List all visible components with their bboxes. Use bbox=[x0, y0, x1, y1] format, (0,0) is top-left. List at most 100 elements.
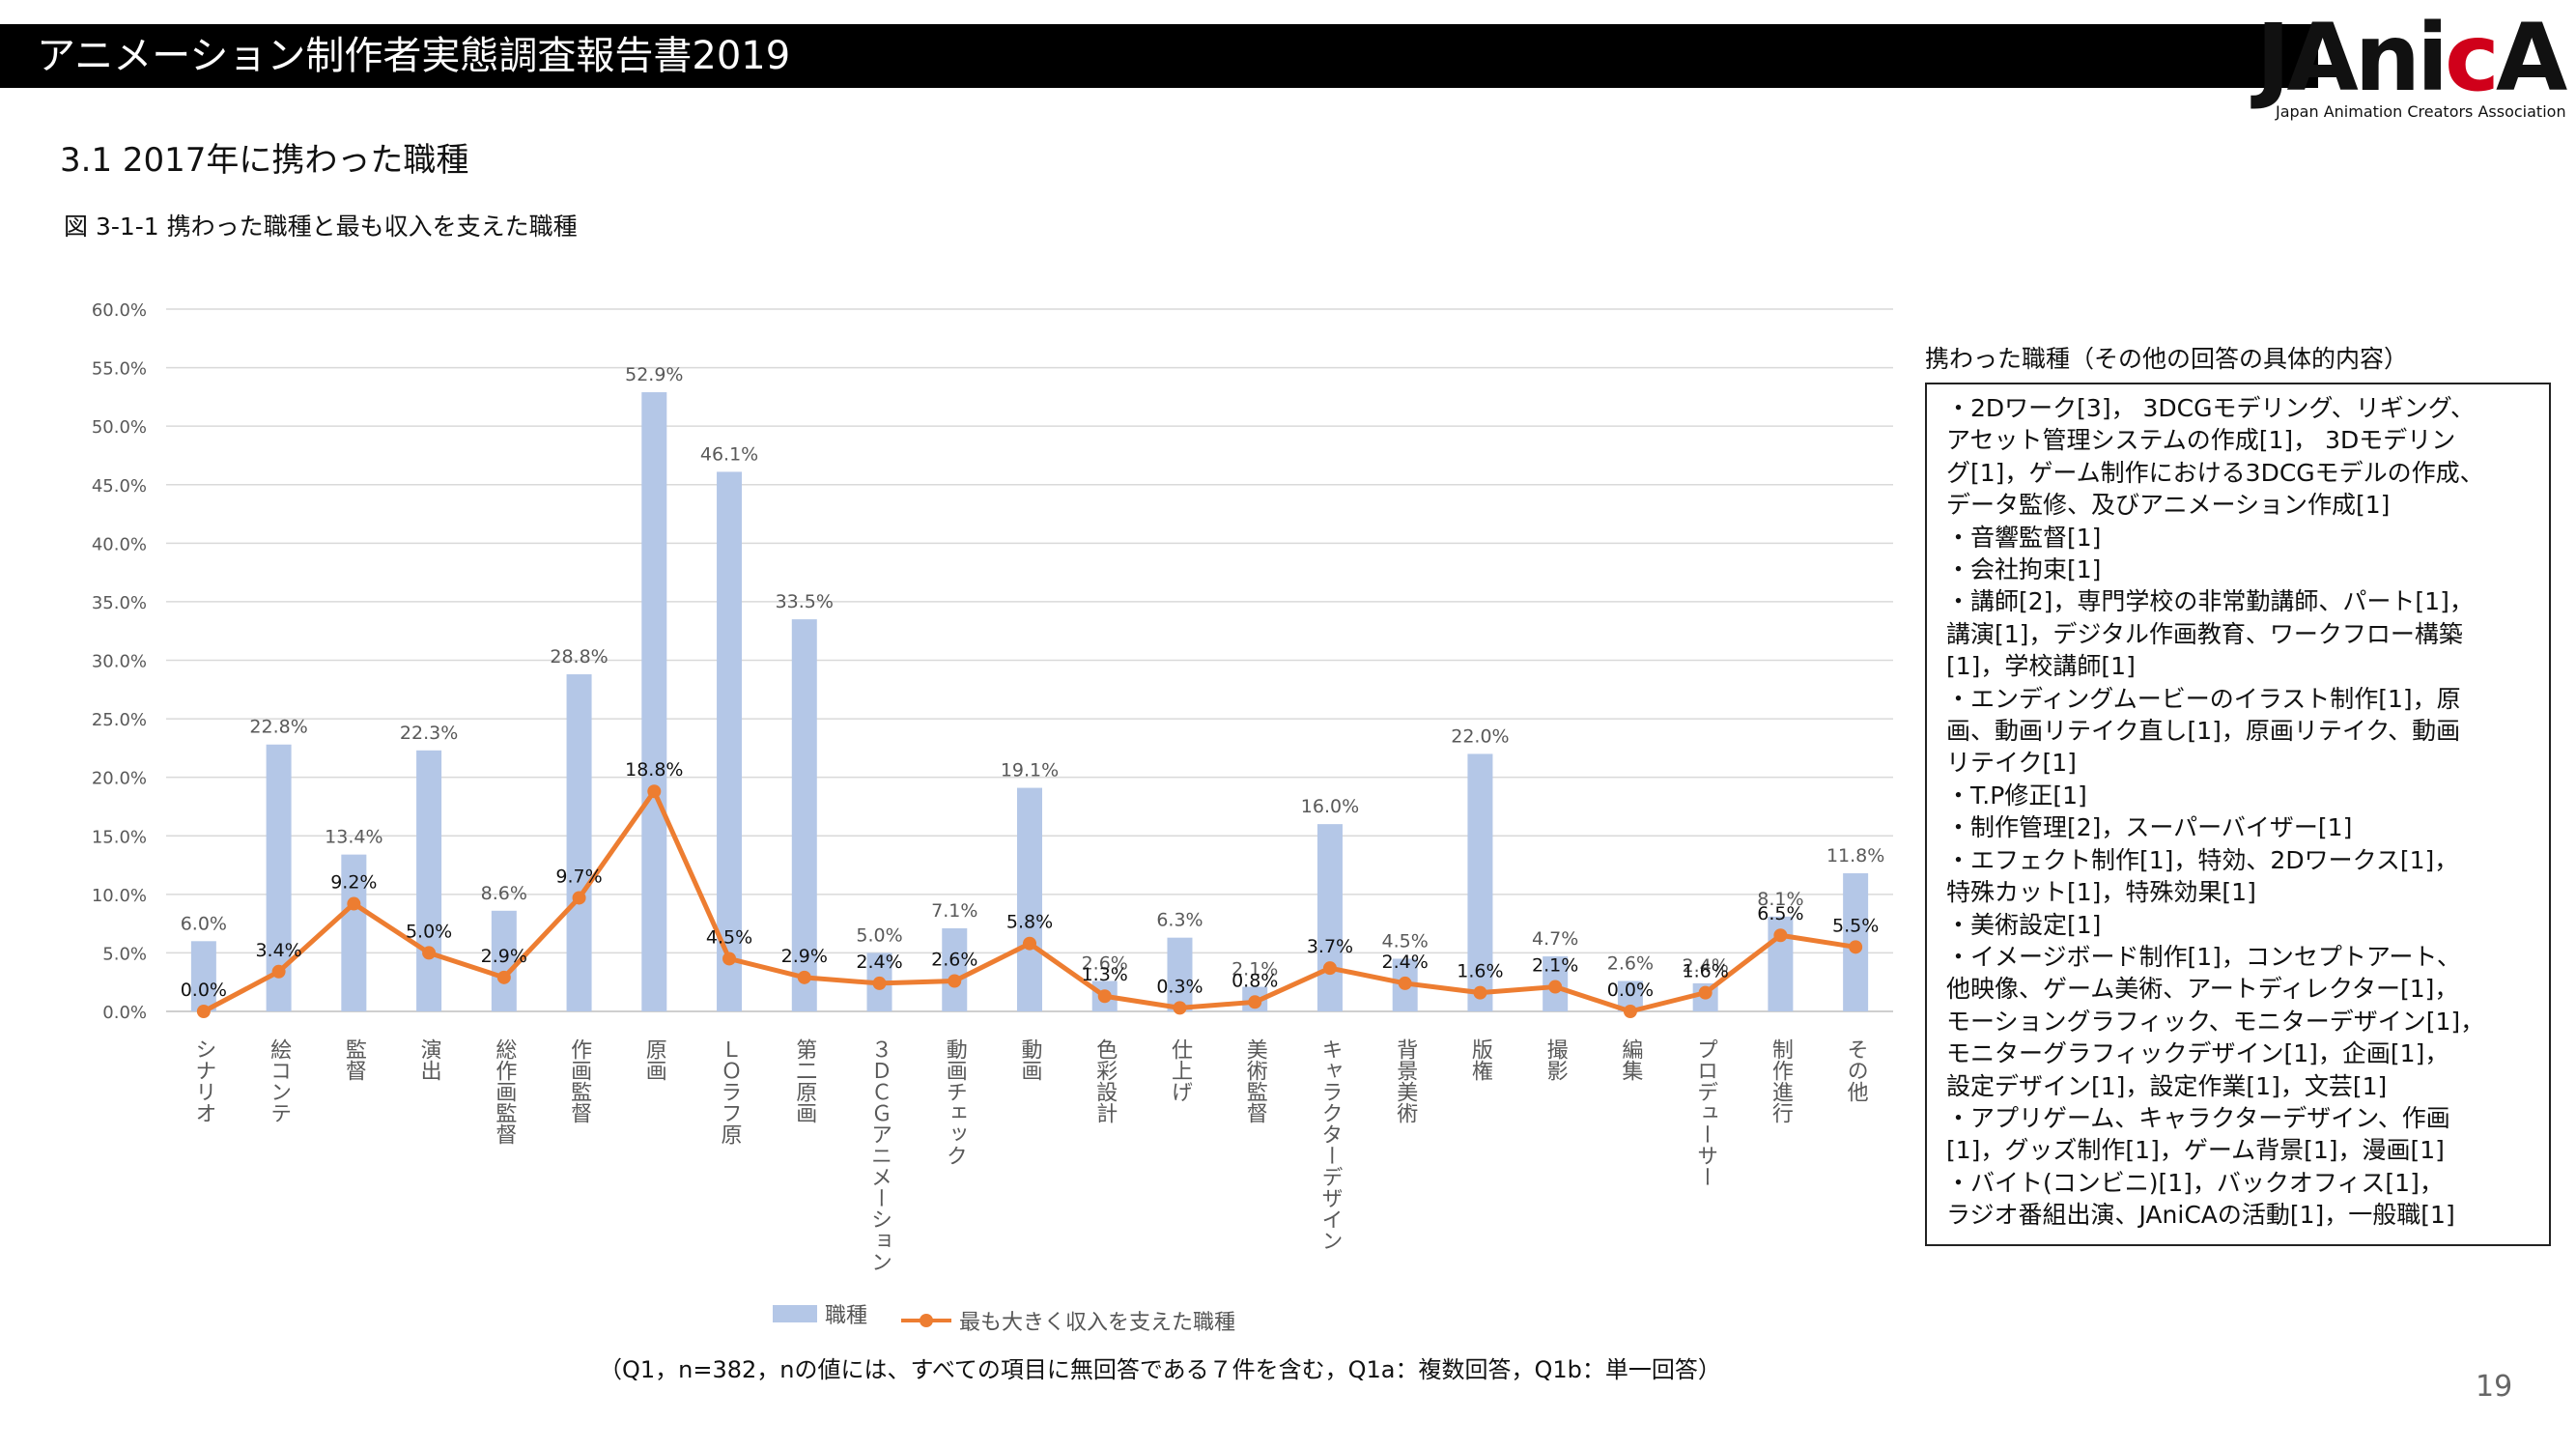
bar bbox=[566, 674, 592, 1011]
bar-data-label: 33.5% bbox=[776, 591, 834, 612]
line-data-label: 2.1% bbox=[1532, 955, 1578, 977]
side-panel-line: ・音響監督[1] bbox=[1946, 523, 2102, 552]
combo-chart: 0.0% 5.0% 10.0% 15.0% 20.0% 25.0% 30.0% 35.0% 40… bbox=[92, 300, 1893, 1272]
line-point bbox=[347, 896, 361, 911]
x-tick-label: 原画 bbox=[642, 1038, 667, 1081]
bar-data-label: 8.1% bbox=[1757, 889, 1803, 910]
line-series bbox=[196, 784, 1863, 1018]
bar-data-label: 52.9% bbox=[625, 364, 683, 385]
logo-subtitle: Japan Animation Creators Association bbox=[2276, 102, 2566, 121]
line-data-label: 18.8% bbox=[625, 759, 683, 781]
bar-data-label: 46.1% bbox=[700, 443, 758, 465]
x-tick-label: 作画監督 bbox=[567, 1038, 592, 1123]
header-bar bbox=[0, 24, 2318, 88]
side-panel-line: ・会社拘束[1] bbox=[1946, 555, 2102, 584]
bar bbox=[491, 910, 517, 1011]
side-panel-line: モニターグラフィックデザイン[1]，企画[1]， bbox=[1946, 1039, 2449, 1068]
line-data-label: 2.4% bbox=[1382, 952, 1429, 973]
y-tick-label: 50.0% bbox=[92, 417, 147, 438]
y-tick-label: 35.0% bbox=[92, 593, 147, 613]
y-axis-ticks: 0.0% 5.0% 10.0% 15.0% 20.0% 25.0% 30.0% 35.0% 40… bbox=[92, 300, 147, 1023]
bar-data-label: 22.0% bbox=[1451, 725, 1509, 747]
line-point bbox=[496, 970, 511, 984]
side-panel-line: アセット管理システムの作成[1]， 3Dモデリン bbox=[1946, 426, 2456, 455]
y-tick-label: 20.0% bbox=[92, 769, 147, 789]
bar-data-label: 19.1% bbox=[1001, 760, 1059, 781]
x-tick-label: 美術監督 bbox=[1243, 1038, 1268, 1123]
bar bbox=[942, 927, 968, 1011]
x-tick-label: 撮影 bbox=[1543, 1038, 1569, 1081]
x-tick-label: 背景美術 bbox=[1393, 1038, 1418, 1123]
line-point bbox=[1097, 989, 1112, 1004]
bar bbox=[1017, 787, 1042, 1011]
y-tick-label: 40.0% bbox=[92, 534, 147, 554]
x-tick-label: 動画 bbox=[1018, 1038, 1043, 1081]
x-tick-label: 版権 bbox=[1468, 1038, 1493, 1081]
y-tick-label: 0.0% bbox=[102, 1003, 147, 1023]
line-point bbox=[1398, 976, 1412, 990]
line-data-label: 4.5% bbox=[706, 926, 752, 948]
line-data-label: 1.6% bbox=[1457, 961, 1503, 982]
bar-data-label: 4.5% bbox=[1382, 930, 1429, 952]
data-labels: 6.0% 22.8% 13.4% 22.3% 8.6% 28.8% 52.9% 46.1% 33… bbox=[181, 364, 1885, 1001]
bar bbox=[791, 619, 817, 1011]
x-tick-label: プロデューサー bbox=[1693, 1038, 1717, 1187]
y-tick-label: 15.0% bbox=[92, 827, 147, 847]
line-point bbox=[948, 974, 962, 988]
side-panel-line: データ監修、及びアニメーション作成[1] bbox=[1946, 491, 2391, 520]
line-data-label: 1.6% bbox=[1683, 961, 1729, 982]
side-panel-line: ・美術設定[1] bbox=[1946, 910, 2102, 939]
bar-data-label: 2.1% bbox=[1231, 959, 1278, 980]
bar-data-label: 8.6% bbox=[481, 883, 527, 904]
side-panel-line: 画、動画リテイク直し[1]，原画リテイク、動画 bbox=[1946, 717, 2461, 746]
x-tick-label: ３ＤＣＧアニメーション bbox=[867, 1038, 892, 1272]
side-panel-line: ・エフェクト制作[1]，特効、2Dワークス[1]， bbox=[1946, 845, 2459, 874]
side-panel-line: ・講師[2]，専門学校の非常勤講師、パート[1]， bbox=[1946, 587, 2474, 616]
bar-data-label: 22.8% bbox=[249, 717, 307, 738]
x-tick-label: その他 bbox=[1844, 1038, 1869, 1102]
legend-label-line: 最も大きく収入を支えた職種 bbox=[959, 1311, 1236, 1335]
line-point bbox=[572, 891, 586, 905]
line-data-label: 6.5% bbox=[1757, 903, 1803, 924]
side-panel-line: ・イメージボード制作[1]，コンセプトアート、 bbox=[1946, 942, 2461, 971]
bar bbox=[641, 392, 667, 1011]
y-tick-label: 30.0% bbox=[92, 652, 147, 672]
legend-swatch-line bbox=[901, 1314, 952, 1327]
page-number: 19 bbox=[2476, 1370, 2513, 1404]
line-point bbox=[1173, 1001, 1187, 1015]
janica-logo: JAnicA Japan Animation Creators Associat… bbox=[2250, 0, 2569, 126]
bar-data-label: 16.0% bbox=[1301, 796, 1359, 817]
line-point bbox=[797, 970, 811, 984]
side-panel-line: ・アプリゲーム、キャラクターデザイン、作画 bbox=[1946, 1103, 2450, 1132]
bar-data-label: 6.3% bbox=[1156, 910, 1203, 931]
logo-mark: JAnicA bbox=[2255, 4, 2567, 112]
x-tick-label: 演出 bbox=[417, 1038, 442, 1081]
side-panel-line: ・T.P修正[1] bbox=[1946, 781, 2087, 810]
line-data-label: 5.0% bbox=[406, 921, 452, 942]
line-data-label: 0.3% bbox=[1156, 976, 1203, 997]
section-title: 3.1 2017年に携わった職種 bbox=[60, 141, 469, 180]
side-panel-line: ・バイト(コンビニ)[1]，バックオフィス[1]， bbox=[1946, 1168, 2444, 1197]
line-point bbox=[422, 946, 437, 960]
x-tick-label: 制作進行 bbox=[1769, 1038, 1794, 1123]
side-panel-line: [1]，学校講師[1] bbox=[1946, 652, 2136, 681]
side-panel-box: ・2Dワーク[3]， 3DCGモデリング、リギング、 アセット管理システムの作成[… bbox=[1925, 383, 2551, 1246]
line-point bbox=[1623, 1005, 1637, 1018]
side-panel-line: [1]，グッズ制作[1]，ゲーム背景[1]，漫画[1] bbox=[1946, 1136, 2445, 1165]
line-data-label: 3.7% bbox=[1307, 936, 1353, 957]
line-data-label: 5.8% bbox=[1006, 912, 1053, 933]
legend-item-bar: 職種 bbox=[773, 1298, 867, 1329]
x-tick-label: 仕上げ bbox=[1168, 1038, 1193, 1102]
y-tick-label: 25.0% bbox=[92, 710, 147, 730]
bar-data-label: 13.4% bbox=[325, 827, 382, 848]
x-tick-label: 動画チェック bbox=[943, 1038, 968, 1166]
line-data-label: 9.2% bbox=[330, 872, 377, 894]
bar bbox=[717, 471, 743, 1012]
chart-legend: 職種 最も大きく収入を支えた職種 bbox=[773, 1298, 1262, 1336]
figure-title: 図 3-1-1 携わった職種と最も収入を支えた職種 bbox=[64, 213, 578, 241]
y-tick-label: 45.0% bbox=[92, 476, 147, 497]
line-point bbox=[722, 952, 737, 966]
line-point bbox=[196, 1005, 211, 1018]
side-panel-line: リテイク[1] bbox=[1946, 749, 2077, 778]
line-point bbox=[1322, 961, 1337, 976]
